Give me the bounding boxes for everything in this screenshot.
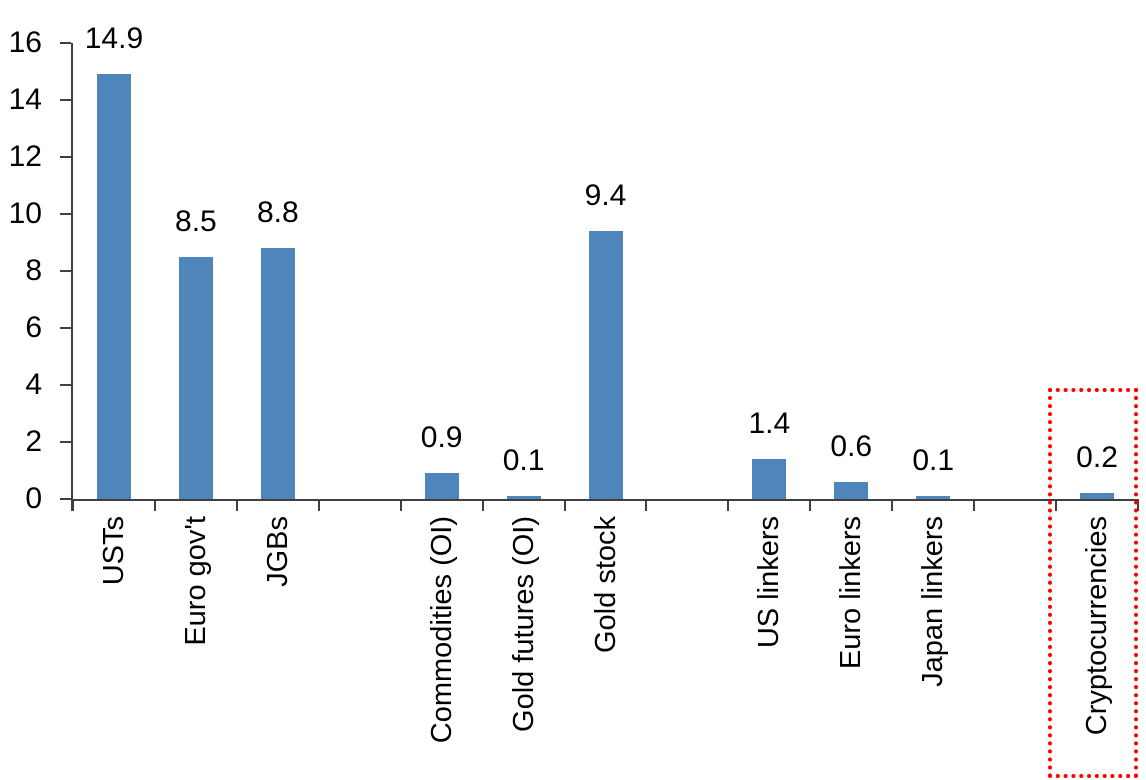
bar-value-label: 0.6 bbox=[830, 429, 873, 463]
y-axis-line bbox=[71, 43, 73, 511]
bar-gold-futures-oi- bbox=[506, 496, 541, 499]
category-label: Gold stock bbox=[590, 516, 622, 653]
x-axis-line bbox=[73, 499, 1138, 501]
x-axis-tick bbox=[563, 499, 566, 511]
bar-value-label: 9.4 bbox=[584, 179, 627, 213]
y-axis-tick-label: 10 bbox=[8, 197, 42, 230]
y-axis-tick bbox=[60, 441, 71, 443]
y-axis-tick bbox=[60, 498, 71, 500]
y-axis-tick-label: 14 bbox=[8, 83, 42, 116]
bar-japan-linkers bbox=[916, 496, 951, 499]
x-axis-tick bbox=[317, 499, 320, 511]
bar-value-label: 8.5 bbox=[175, 204, 217, 238]
y-axis-tick bbox=[60, 213, 71, 215]
category-label-text: Japan linkers bbox=[917, 516, 950, 687]
y-axis-tick bbox=[60, 384, 71, 386]
bar-value-label: 1.4 bbox=[748, 407, 791, 441]
bar-us-linkers bbox=[752, 459, 787, 499]
y-axis-tick-label: 4 bbox=[25, 368, 42, 401]
y-axis-tick bbox=[60, 99, 71, 101]
bar-jgbs bbox=[260, 248, 295, 499]
y-axis-tick bbox=[60, 270, 71, 272]
category-label-text: Gold futures (OI) bbox=[507, 516, 540, 732]
x-axis-tick bbox=[891, 499, 894, 511]
x-axis-tick bbox=[72, 499, 74, 511]
bar-usts bbox=[96, 74, 131, 499]
x-axis-tick bbox=[1137, 499, 1139, 511]
bar-value-label: 0.2 bbox=[1076, 441, 1118, 475]
x-axis-tick bbox=[481, 499, 484, 511]
y-axis-tick bbox=[60, 156, 71, 158]
x-axis-tick bbox=[1055, 499, 1058, 511]
category-label-text: USTs bbox=[97, 516, 130, 586]
x-axis-tick bbox=[645, 499, 648, 511]
category-label: Euro gov't bbox=[180, 516, 212, 646]
y-axis-tick bbox=[60, 42, 71, 44]
bar-cryptocurrencies bbox=[1080, 493, 1115, 499]
bar-euro-gov-t bbox=[178, 256, 213, 499]
category-label-text: US linkers bbox=[753, 516, 786, 649]
category-label-text: Gold stock bbox=[589, 516, 622, 653]
x-axis-tick bbox=[399, 499, 402, 511]
bar-commodities-oi- bbox=[424, 473, 459, 499]
y-axis-tick-label: 16 bbox=[8, 26, 42, 59]
y-axis-tick-label: 2 bbox=[25, 425, 42, 458]
bar-euro-linkers bbox=[834, 481, 869, 499]
y-axis-tick bbox=[60, 327, 71, 329]
category-label: JGBs bbox=[262, 516, 294, 587]
y-axis-tick-label: 12 bbox=[8, 140, 42, 173]
x-axis-tick bbox=[973, 499, 976, 511]
bar-value-label: 0.1 bbox=[502, 444, 545, 478]
category-label: Euro linkers bbox=[835, 516, 867, 669]
x-axis-tick bbox=[809, 499, 812, 511]
category-label-text: Euro linkers bbox=[835, 516, 868, 670]
y-axis-tick-label: 8 bbox=[25, 254, 42, 287]
category-label: Gold futures (OI) bbox=[508, 516, 540, 732]
category-label: Commodities (OI) bbox=[426, 516, 458, 743]
bar-value-label: 8.8 bbox=[256, 196, 299, 230]
highlight-box-cryptocurrencies bbox=[1048, 388, 1138, 778]
y-axis-tick-label: 0 bbox=[25, 482, 42, 515]
x-axis-tick bbox=[727, 499, 730, 511]
category-label: USTs bbox=[98, 516, 130, 585]
x-axis-tick bbox=[153, 499, 156, 511]
category-label-text: Commodities (OI) bbox=[425, 516, 458, 744]
x-axis-tick bbox=[235, 499, 238, 511]
bar-gold-stock bbox=[588, 231, 623, 499]
bar-value-label: 0.9 bbox=[420, 421, 463, 455]
category-label: US linkers bbox=[753, 516, 785, 648]
bar-value-label: 0.1 bbox=[912, 444, 955, 478]
category-label: Japan linkers bbox=[917, 516, 949, 687]
category-label-text: JGBs bbox=[261, 516, 294, 587]
bar-value-label: 14.9 bbox=[84, 22, 144, 56]
y-axis-tick-label: 6 bbox=[25, 311, 42, 344]
category-label-text: Euro gov't bbox=[179, 516, 212, 646]
